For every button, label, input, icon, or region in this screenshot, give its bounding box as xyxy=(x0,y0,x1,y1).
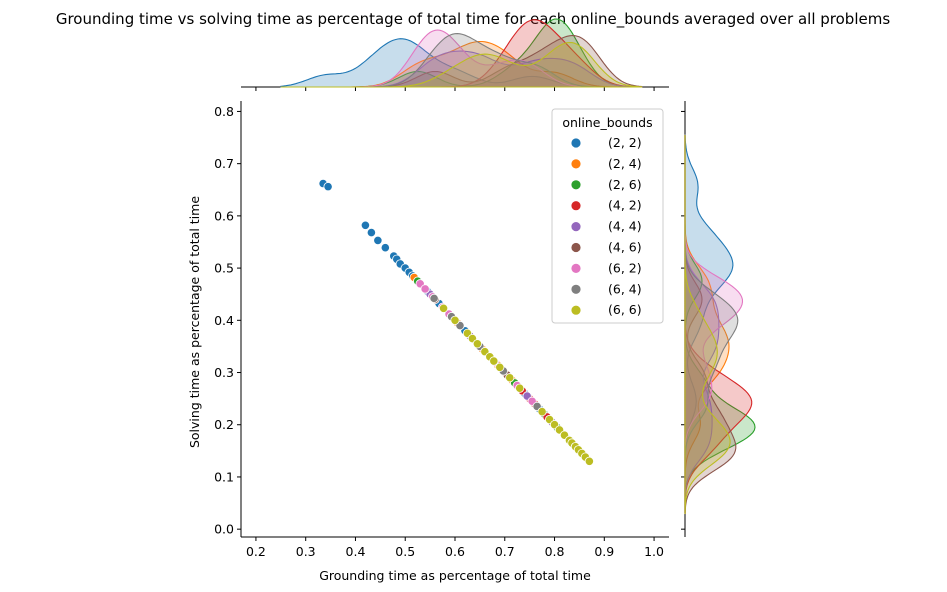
legend-marker xyxy=(570,200,582,212)
scatter-point xyxy=(450,315,460,325)
legend: online_bounds (2, 2) (2, 4) (2, 6) (4, 2) (4,… xyxy=(551,108,664,324)
scatter-point xyxy=(366,227,376,238)
right-kde-curve xyxy=(684,134,731,515)
x-tick-label: 0.5 xyxy=(395,544,415,559)
chart-title: Grounding time vs solving time as percen… xyxy=(56,10,890,29)
scatter-point xyxy=(505,373,515,383)
legend-marker xyxy=(570,179,582,191)
scatter-point xyxy=(438,303,449,313)
x-tick-label: 1.0 xyxy=(644,544,664,559)
scatter-point xyxy=(515,383,525,393)
y-tick-label: 0.5 xyxy=(214,261,234,276)
x-tick-label: 0.9 xyxy=(594,544,614,559)
scatter-point xyxy=(495,362,505,372)
scatter-point xyxy=(489,356,499,366)
right-marginal-kde xyxy=(681,101,756,537)
scatter-point xyxy=(584,456,594,466)
y-tick-label: 0.1 xyxy=(214,469,234,484)
top-marginal-kde xyxy=(241,18,669,91)
x-tick-label: 0.2 xyxy=(246,544,266,559)
y-tick-label: 0.6 xyxy=(214,208,234,223)
legend-marker xyxy=(570,242,582,253)
legend-entry-label: (2, 2) xyxy=(608,135,642,150)
legend-marker xyxy=(570,137,582,149)
x-tick-label: 0.8 xyxy=(545,544,565,559)
x-axis-label: Grounding time as percentage of total ti… xyxy=(319,568,591,583)
y-tick-label: 0.8 xyxy=(214,104,234,119)
y-tick-label: 0.3 xyxy=(214,365,234,380)
x-tick-label: 0.7 xyxy=(495,544,515,559)
x-tick-label: 0.4 xyxy=(346,544,366,559)
y-tick-label: 0.4 xyxy=(214,313,234,328)
scatter-axes: 0.2 0.3 0.4 0.5 0.6 0.7 0.8 0.9 1.0 0.0 0.1 0.2 0.3 0… xyxy=(214,101,669,559)
legend-marker xyxy=(570,283,582,295)
y-axis-label: Solving time as percentage of total time xyxy=(187,196,202,448)
y-tick-label: 0.0 xyxy=(214,522,234,537)
legend-entry-label: (4, 2) xyxy=(608,198,642,213)
scatter-point xyxy=(380,243,390,253)
legend-entry-label: (4, 6) xyxy=(608,240,642,255)
x-tick-label: 0.6 xyxy=(445,544,465,559)
legend-marker xyxy=(570,262,582,274)
legend-title: online_bounds xyxy=(562,115,652,130)
legend-marker xyxy=(570,158,582,170)
x-tick-label: 0.3 xyxy=(296,544,316,559)
scatter-point xyxy=(537,407,547,417)
legend-entry-label: (6, 2) xyxy=(608,260,642,275)
y-tick-label: 0.2 xyxy=(214,417,234,432)
scatter-point xyxy=(420,284,430,294)
legend-entry-label: (2, 6) xyxy=(608,177,642,192)
scatter-point xyxy=(472,339,482,349)
legend-entry-label: (2, 4) xyxy=(608,156,642,171)
legend-marker xyxy=(570,304,582,316)
legend-entry-label: (6, 4) xyxy=(608,281,642,296)
legend-entry-label: (6, 6) xyxy=(608,302,642,317)
top-kde-curve xyxy=(280,41,643,88)
scatter-point xyxy=(360,220,371,230)
y-tick-label: 0.7 xyxy=(214,156,234,171)
legend-entry-label: (4, 4) xyxy=(608,219,642,234)
scatter-point xyxy=(429,293,439,303)
legend-marker xyxy=(570,221,582,233)
scatter-point xyxy=(323,182,333,192)
scatter-point xyxy=(373,235,383,246)
